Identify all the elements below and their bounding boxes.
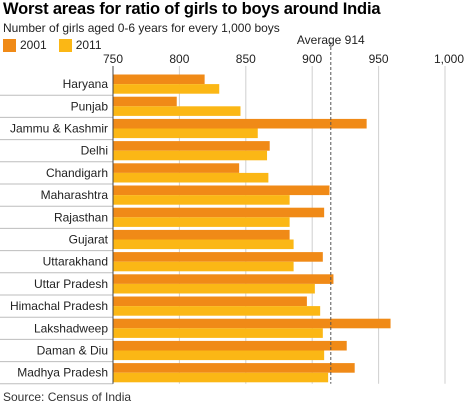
- category-label: Lakshadweep: [34, 321, 108, 335]
- category-label: Rajasthan: [54, 210, 108, 224]
- legend-item-2001: 2001: [3, 38, 47, 52]
- average-label: Average 914: [297, 33, 365, 47]
- x-tick-label-750: 750: [103, 52, 123, 66]
- bar-2001: [113, 229, 290, 240]
- bar-2011: [113, 128, 258, 139]
- bar-2001: [113, 296, 307, 307]
- category-label: Jammu & Kashmir: [10, 122, 108, 136]
- legend-swatch-2011: [58, 38, 72, 52]
- x-tick-label-900: 900: [302, 52, 322, 66]
- x-tick-label-800: 800: [169, 52, 189, 66]
- x-tick-label-850: 850: [236, 52, 256, 66]
- bar-2011: [113, 172, 269, 183]
- category-label: Daman & Diu: [37, 344, 108, 358]
- bar-2001: [113, 363, 355, 373]
- bar-2001: [113, 318, 391, 329]
- bar-2011: [113, 150, 268, 161]
- bar-2001: [113, 207, 325, 218]
- source-note: Source: Census of India: [3, 390, 132, 404]
- bar-2001: [113, 274, 334, 284]
- x-tick-label-950: 950: [369, 52, 389, 66]
- bar-2011: [113, 283, 315, 294]
- bar-2001: [113, 74, 205, 85]
- legend-swatch-2001: [3, 38, 16, 52]
- bar-2011: [113, 106, 241, 116]
- category-label: Madhya Pradesh: [17, 366, 108, 380]
- category-label: Gujarat: [69, 233, 109, 247]
- category-label: Uttar Pradesh: [34, 277, 108, 291]
- category-label: Delhi: [81, 144, 108, 158]
- bar-2011: [113, 261, 294, 272]
- chart-title: Worst areas for ratio of girls to boys a…: [3, 0, 381, 18]
- category-label: Uttarakhand: [43, 255, 108, 269]
- bar-2001: [113, 96, 177, 107]
- bar-2001: [113, 141, 270, 151]
- category-label: Chandigarh: [46, 166, 108, 180]
- bar-2001: [113, 252, 323, 262]
- x-tick-label-1000: 1,000: [434, 52, 464, 66]
- bar-2011: [113, 217, 290, 227]
- bar-2011: [113, 239, 294, 250]
- chart-subtitle: Number of girls aged 0-6 years for every…: [3, 21, 280, 35]
- category-label: Maharashtra: [41, 188, 109, 202]
- category-label: Haryana: [63, 77, 109, 91]
- bar-2001: [113, 340, 347, 351]
- bar-2001: [113, 163, 240, 173]
- bar-2011: [113, 372, 329, 383]
- bar-2011: [113, 84, 220, 94]
- category-label: Himachal Pradesh: [10, 299, 108, 313]
- bar-2011: [113, 195, 290, 205]
- bar-2011: [113, 328, 323, 338]
- legend-label-2011: 2011: [75, 38, 102, 52]
- legend-item-2011: 2011: [58, 38, 102, 52]
- category-label: Punjab: [71, 99, 109, 113]
- bar-2001: [113, 185, 330, 196]
- bar-2011: [113, 350, 325, 361]
- legend: 2001 2011: [3, 38, 114, 52]
- legend-label-2001: 2001: [20, 38, 47, 52]
- bar-2011: [113, 306, 321, 316]
- bar-2001: [113, 118, 367, 129]
